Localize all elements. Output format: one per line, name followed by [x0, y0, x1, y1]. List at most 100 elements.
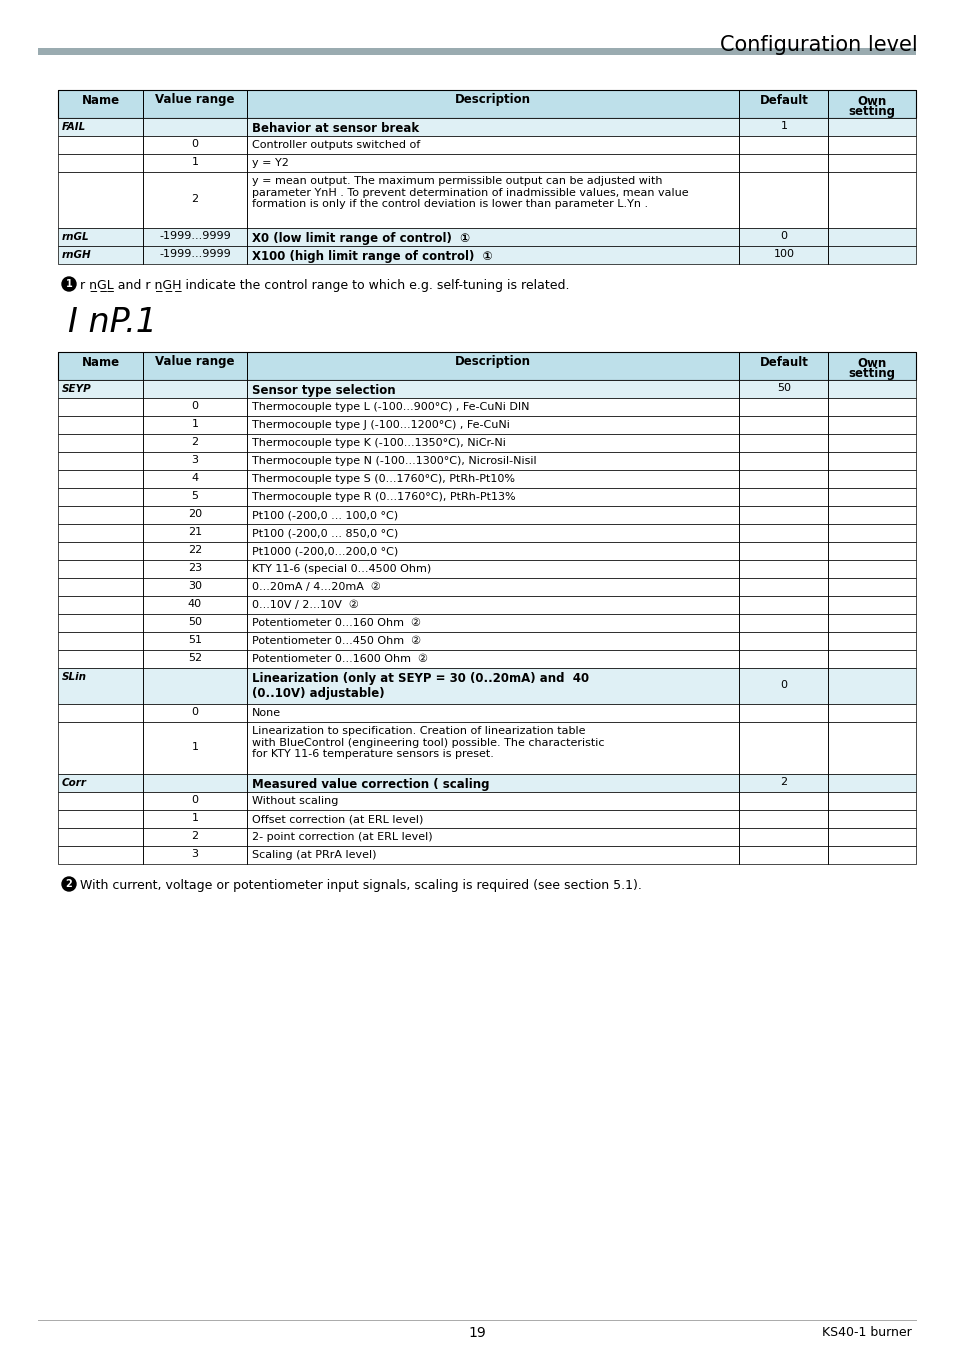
Bar — [143, 228, 247, 246]
Text: y = Y2: y = Y2 — [252, 158, 289, 168]
Bar — [143, 172, 247, 228]
Bar — [58, 246, 143, 263]
Bar — [247, 632, 739, 650]
Bar — [143, 596, 247, 613]
Bar — [827, 846, 915, 865]
Text: Measured value correction ( scaling: Measured value correction ( scaling — [252, 778, 489, 790]
Bar — [739, 507, 827, 524]
Bar — [58, 704, 143, 721]
Bar — [58, 613, 143, 632]
Bar — [739, 118, 827, 136]
Text: 2: 2 — [192, 195, 198, 204]
Bar — [143, 846, 247, 865]
Text: 50: 50 — [776, 382, 790, 393]
Bar — [247, 453, 739, 470]
Bar — [739, 416, 827, 434]
Text: Thermocouple type S (0...1760°C), PtRh-Pt10%: Thermocouple type S (0...1760°C), PtRh-P… — [252, 474, 515, 484]
Bar — [739, 811, 827, 828]
Bar — [827, 136, 915, 154]
Circle shape — [62, 277, 76, 290]
Text: X0 (low limit range of control)  ①: X0 (low limit range of control) ① — [252, 232, 470, 245]
Text: 5: 5 — [192, 490, 198, 501]
Bar — [739, 154, 827, 172]
Bar — [58, 542, 143, 561]
Bar — [827, 353, 915, 380]
Bar — [58, 828, 143, 846]
Bar — [143, 811, 247, 828]
Text: KTY 11-6 (special 0...4500 Ohm): KTY 11-6 (special 0...4500 Ohm) — [252, 563, 431, 574]
Text: 20: 20 — [188, 509, 202, 519]
Bar — [247, 488, 739, 507]
Bar — [247, 542, 739, 561]
Bar — [247, 246, 739, 263]
Text: 52: 52 — [188, 653, 202, 663]
Text: Own: Own — [857, 357, 886, 370]
Bar — [247, 846, 739, 865]
Text: 1: 1 — [192, 742, 198, 753]
Bar — [827, 650, 915, 667]
Bar — [247, 524, 739, 542]
Bar — [143, 561, 247, 578]
Bar — [58, 721, 143, 774]
Bar — [827, 154, 915, 172]
Bar — [143, 704, 247, 721]
Bar — [739, 613, 827, 632]
Bar — [247, 774, 739, 792]
Bar — [739, 380, 827, 399]
Bar — [143, 542, 247, 561]
Text: KS40-1 burner: KS40-1 burner — [821, 1325, 911, 1339]
Bar — [827, 172, 915, 228]
Bar — [247, 416, 739, 434]
Bar — [247, 561, 739, 578]
Bar — [739, 828, 827, 846]
Text: Configuration level: Configuration level — [720, 35, 917, 55]
Bar — [739, 561, 827, 578]
Text: Value range: Value range — [155, 355, 234, 369]
Text: 0: 0 — [780, 680, 786, 690]
Text: 2- point correction (at ERL level): 2- point correction (at ERL level) — [252, 832, 432, 842]
Bar — [58, 524, 143, 542]
Bar — [143, 632, 247, 650]
Text: SLin: SLin — [62, 671, 87, 682]
Bar — [143, 507, 247, 524]
Text: 4: 4 — [192, 473, 198, 484]
Text: 0...10V / 2...10V  ②: 0...10V / 2...10V ② — [252, 600, 358, 611]
Bar — [739, 667, 827, 704]
Bar — [58, 136, 143, 154]
Text: None: None — [252, 708, 280, 717]
Bar — [58, 578, 143, 596]
Bar — [143, 416, 247, 434]
Bar — [58, 561, 143, 578]
Bar — [58, 453, 143, 470]
Bar — [247, 91, 739, 118]
Text: 30: 30 — [188, 581, 202, 590]
Bar — [58, 792, 143, 811]
Bar — [58, 507, 143, 524]
Bar — [739, 136, 827, 154]
Bar — [827, 470, 915, 488]
Bar — [143, 650, 247, 667]
Text: Name: Name — [81, 355, 119, 369]
Text: Thermocouple type R (0...1760°C), PtRh-Pt13%: Thermocouple type R (0...1760°C), PtRh-P… — [252, 492, 515, 503]
Bar — [739, 434, 827, 453]
Bar — [247, 172, 739, 228]
Text: 1: 1 — [66, 280, 72, 289]
Text: Pt100 (-200,0 ... 850,0 °C): Pt100 (-200,0 ... 850,0 °C) — [252, 528, 397, 538]
Bar — [143, 578, 247, 596]
Bar — [143, 380, 247, 399]
Text: I nP.1: I nP.1 — [68, 305, 157, 339]
Bar — [58, 811, 143, 828]
Bar — [247, 118, 739, 136]
Text: r n̲G̲L̲ and r n̲G̲H̲ indicate the control range to which e.g. self-tuning is re: r n̲G̲L̲ and r n̲G̲H̲ indicate the contr… — [80, 280, 569, 292]
Text: Thermocouple type K (-100...1350°C), NiCr-Ni: Thermocouple type K (-100...1350°C), NiC… — [252, 438, 505, 449]
Text: Controller outputs switched of: Controller outputs switched of — [252, 141, 419, 150]
Text: Own: Own — [857, 95, 886, 108]
Text: 0: 0 — [192, 139, 198, 149]
Text: Offset correction (at ERL level): Offset correction (at ERL level) — [252, 815, 423, 824]
Text: Name: Name — [81, 93, 119, 107]
Text: 21: 21 — [188, 527, 202, 536]
Bar — [143, 828, 247, 846]
Text: Thermocouple type J (-100...1200°C) , Fe-CuNi: Thermocouple type J (-100...1200°C) , Fe… — [252, 420, 509, 430]
Bar — [247, 650, 739, 667]
Text: 2: 2 — [66, 880, 72, 889]
